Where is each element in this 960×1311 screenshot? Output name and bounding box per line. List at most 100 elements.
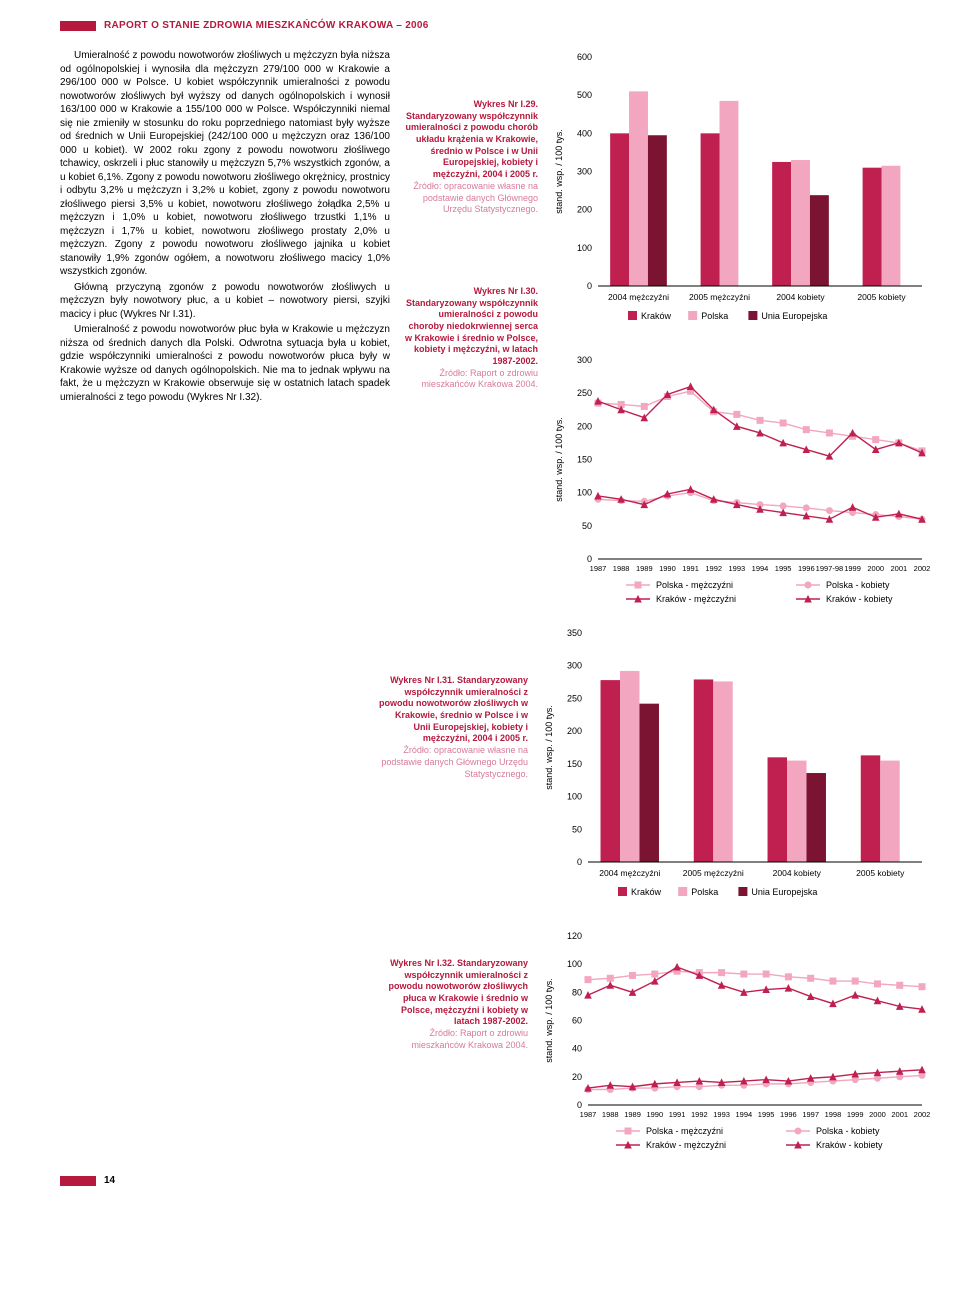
svg-text:2004 kobiety: 2004 kobiety [776,292,825,302]
svg-text:Polska - kobiety: Polska - kobiety [826,580,890,590]
body-text-column: Umieralność z powodu nowotworów złośliwy… [60,49,390,607]
svg-text:100: 100 [567,959,582,969]
svg-text:300: 300 [577,167,592,177]
svg-text:1995: 1995 [758,1110,775,1119]
svg-text:2001: 2001 [891,1110,908,1119]
svg-text:1997: 1997 [802,1110,819,1119]
page-number: 14 [104,1175,115,1186]
svg-text:1992: 1992 [705,564,722,573]
caption-chart30: Wykres Nr I.30. Standaryzowany współczyn… [402,286,538,391]
svg-text:350: 350 [567,628,582,638]
svg-text:120: 120 [567,931,582,941]
body-p1: Umieralność z powodu nowotworów złośliwy… [60,49,390,279]
svg-text:1987: 1987 [590,564,607,573]
svg-text:1988: 1988 [602,1110,619,1119]
svg-text:2005 mężczyźni: 2005 mężczyźni [683,868,744,878]
svg-text:1990: 1990 [646,1110,663,1119]
svg-text:300: 300 [567,661,582,671]
svg-text:500: 500 [577,90,592,100]
svg-text:stand. wsp. / 100 tys.: stand. wsp. / 100 tys. [544,978,554,1063]
svg-text:2004 kobiety: 2004 kobiety [773,868,822,878]
svg-text:1987: 1987 [580,1110,597,1119]
chart-30-line: 0 50 100 150 200 250 300 stand. wsp. / 100 tys.… [550,352,930,607]
svg-text:1996: 1996 [780,1110,797,1119]
svg-text:Kraków - kobiety: Kraków - kobiety [826,594,893,604]
svg-text:2005 kobiety: 2005 kobiety [857,292,906,302]
svg-text:2004 mężczyźni: 2004 mężczyźni [599,868,660,878]
header-accent [60,21,96,31]
svg-text:Polska - kobiety: Polska - kobiety [816,1126,880,1136]
svg-text:50: 50 [582,521,592,531]
svg-text:300: 300 [577,355,592,365]
svg-text:20: 20 [572,1072,582,1082]
svg-text:100: 100 [577,243,592,253]
svg-text:100: 100 [577,488,592,498]
svg-text:1989: 1989 [636,564,653,573]
svg-text:40: 40 [572,1044,582,1054]
svg-text:0: 0 [577,857,582,867]
svg-text:200: 200 [577,421,592,431]
body-p2: Główną przyczyną zgonów z powodu nowotwo… [60,281,390,322]
svg-text:0: 0 [587,281,592,291]
svg-text:1996: 1996 [798,564,815,573]
svg-text:150: 150 [567,759,582,769]
svg-text:1992: 1992 [691,1110,708,1119]
chart-32-line: 0 20 40 60 80 100 120 stand. wsp. / 100 tys. 198… [540,928,930,1153]
svg-text:Polska: Polska [691,887,718,897]
svg-text:1993: 1993 [713,1110,730,1119]
svg-text:Kraków - mężczyźni: Kraków - mężczyźni [646,1140,726,1150]
svg-text:1997-98: 1997-98 [816,564,844,573]
svg-text:1993: 1993 [729,564,746,573]
svg-text:1999: 1999 [847,1110,864,1119]
svg-text:Kraków: Kraków [641,311,672,321]
svg-text:200: 200 [577,205,592,215]
svg-text:Polska: Polska [701,311,728,321]
svg-text:1995: 1995 [775,564,792,573]
svg-text:400: 400 [577,128,592,138]
svg-text:stand. wsp. / 100 tys.: stand. wsp. / 100 tys. [544,705,554,790]
svg-text:1989: 1989 [624,1110,641,1119]
svg-text:2004 mężczyźni: 2004 mężczyźni [608,292,669,302]
svg-text:2001: 2001 [891,564,908,573]
svg-text:2002: 2002 [914,1110,930,1119]
svg-text:0: 0 [577,1100,582,1110]
svg-text:stand. wsp. / 100 tys.: stand. wsp. / 100 tys. [554,417,564,502]
svg-text:Polska - mężczyźni: Polska - mężczyźni [656,580,733,590]
svg-text:200: 200 [567,726,582,736]
page-header: RAPORT O STANIE ZDROWIA MIESZKAŃCÓW KRAK… [60,20,930,31]
svg-text:Unia Europejska: Unia Europejska [761,311,827,321]
svg-text:1994: 1994 [736,1110,753,1119]
svg-text:1994: 1994 [752,564,769,573]
svg-text:2005 mężczyźni: 2005 mężczyźni [689,292,750,302]
svg-text:1988: 1988 [613,564,630,573]
svg-text:60: 60 [572,1016,582,1026]
chart-31-bar: 050100150200250300350stand. wsp. / 100 t… [540,625,930,910]
svg-text:Unia Europejska: Unia Europejska [751,887,817,897]
caption-chart31: Wykres Nr I.31. Standaryzowany współczyn… [378,675,528,780]
body-p3: Umieralność z powodu nowotworów płuc był… [60,323,390,404]
caption-chart29: Wykres Nr I.29. Standaryzowany współczyn… [402,99,538,216]
svg-text:Kraków - kobiety: Kraków - kobiety [816,1140,883,1150]
caption-chart32: Wykres Nr I.32. Standaryzowany współczyn… [378,958,528,1052]
svg-text:150: 150 [577,455,592,465]
svg-text:50: 50 [572,824,582,834]
page-footer: 14 [60,1175,930,1186]
svg-text:250: 250 [577,388,592,398]
svg-text:Kraków: Kraków [631,887,662,897]
svg-text:2005 kobiety: 2005 kobiety [856,868,905,878]
svg-text:600: 600 [577,52,592,62]
svg-text:1991: 1991 [669,1110,686,1119]
svg-text:Kraków - mężczyźni: Kraków - mężczyźni [656,594,736,604]
header-title: RAPORT O STANIE ZDROWIA MIESZKAŃCÓW KRAK… [104,20,429,31]
svg-text:1998: 1998 [825,1110,842,1119]
svg-text:stand. wsp. / 100 tys.: stand. wsp. / 100 tys. [554,129,564,214]
svg-text:1999: 1999 [844,564,861,573]
svg-text:1990: 1990 [659,564,676,573]
svg-text:1991: 1991 [682,564,699,573]
svg-text:Polska - mężczyźni: Polska - mężczyźni [646,1126,723,1136]
svg-text:0: 0 [587,554,592,564]
footer-accent [60,1176,96,1186]
svg-text:80: 80 [572,987,582,997]
svg-text:250: 250 [567,693,582,703]
svg-text:2002: 2002 [914,564,930,573]
